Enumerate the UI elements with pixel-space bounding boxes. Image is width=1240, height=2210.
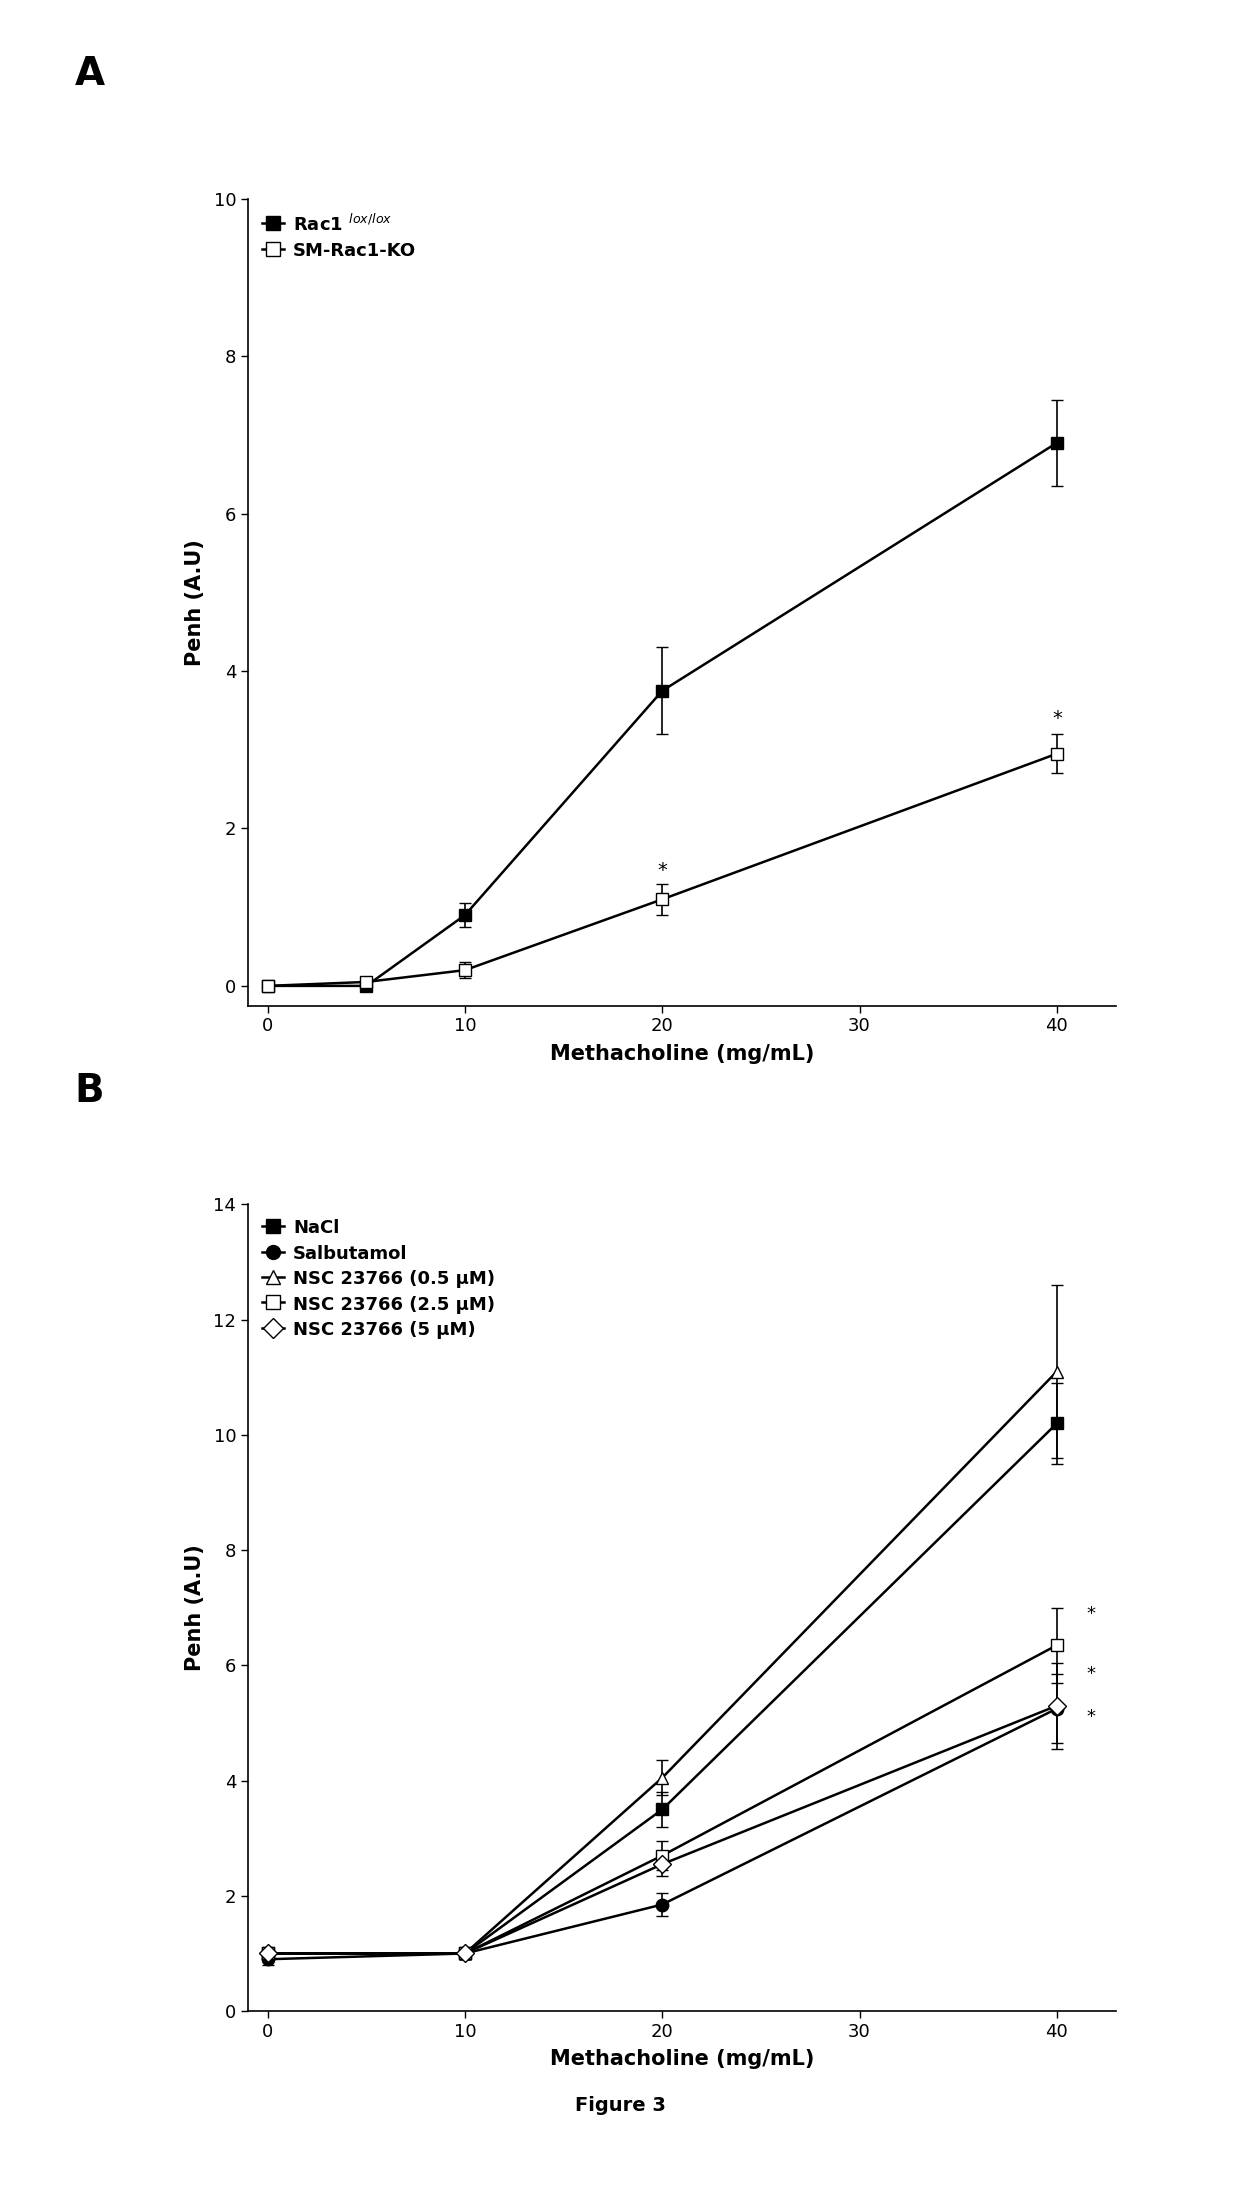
X-axis label: Methacholine (mg/mL): Methacholine (mg/mL) [549, 2049, 815, 2069]
Text: B: B [74, 1072, 104, 1109]
X-axis label: Methacholine (mg/mL): Methacholine (mg/mL) [549, 1043, 815, 1063]
Text: *: * [1086, 1604, 1095, 1622]
Legend: Rac1 $^{lox/lox}$, SM-Rac1-KO: Rac1 $^{lox/lox}$, SM-Rac1-KO [257, 208, 422, 265]
Text: *: * [657, 860, 667, 880]
Text: *: * [1086, 1708, 1095, 1726]
Text: *: * [1086, 1664, 1095, 1684]
Legend: NaCl, Salbutamol, NSC 23766 (0.5 μM), NSC 23766 (2.5 μM), NSC 23766 (5 μM): NaCl, Salbutamol, NSC 23766 (0.5 μM), NS… [257, 1213, 501, 1344]
Text: A: A [74, 55, 104, 93]
Y-axis label: Penh (A.U): Penh (A.U) [185, 1545, 205, 1671]
Text: Figure 3: Figure 3 [574, 2095, 666, 2115]
Y-axis label: Penh (A.U): Penh (A.U) [185, 539, 206, 665]
Text: *: * [1052, 709, 1061, 727]
